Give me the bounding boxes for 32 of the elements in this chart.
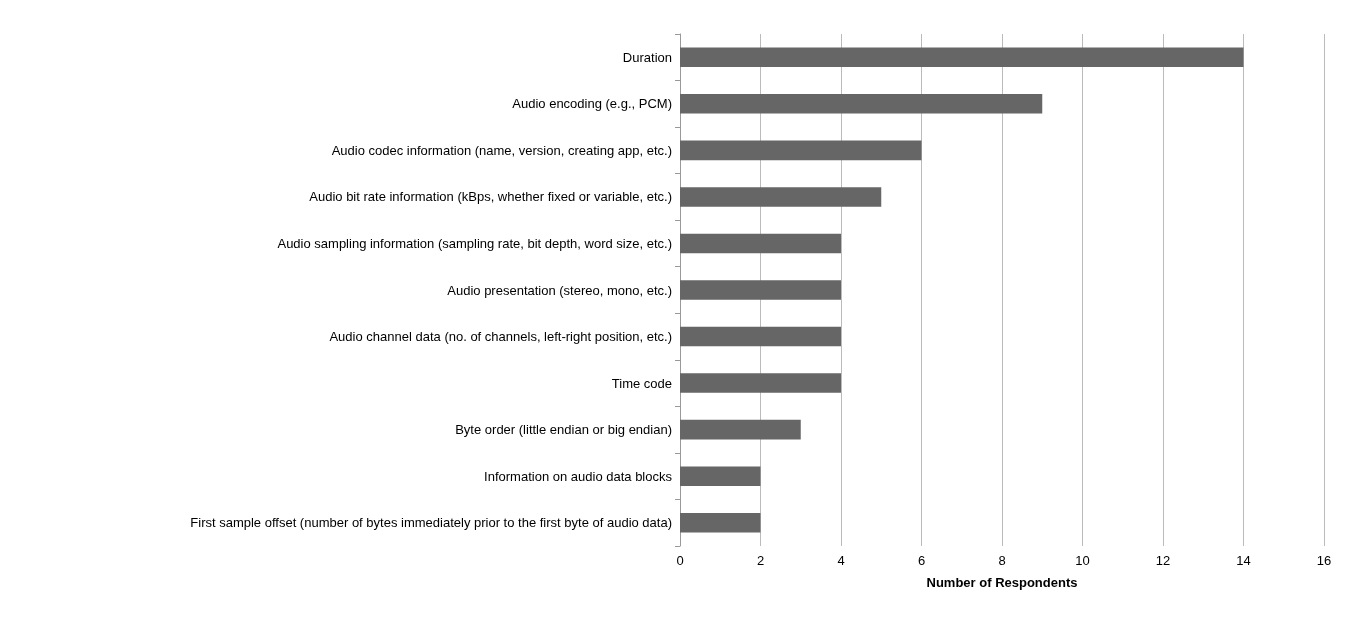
y-tick-label: Byte order (little endian or big endian) — [455, 422, 672, 438]
bar — [680, 47, 1244, 68]
bar — [680, 233, 841, 254]
x-tick-label: 6 — [917, 553, 926, 568]
bar — [680, 419, 801, 440]
y-tick-label: Audio channel data (no. of channels, left-right position, etc.) — [329, 329, 672, 345]
bar — [680, 94, 1043, 114]
x-tick-label: 12 — [1155, 553, 1171, 568]
y-tick-label: Audio codec information (name, version, creating app, etc.) — [331, 142, 672, 158]
bar — [680, 466, 761, 486]
x-tick-label: 8 — [998, 553, 1006, 568]
y-tick-label: First sample offset (number of bytes immediately prior to the first byte of audio data) — [190, 515, 672, 531]
bar — [680, 187, 882, 207]
x-tick-label: 10 — [1075, 553, 1090, 568]
bar — [680, 373, 841, 393]
bar — [680, 140, 922, 161]
y-tick-label: Audio sampling information (sampling rate, bit depth, word size, etc.) — [277, 235, 672, 251]
y-tick-label: Duration — [622, 49, 672, 65]
bar — [680, 280, 841, 300]
y-tick-label: Information on audio data blocks — [484, 468, 673, 484]
x-tick-label: 0 — [676, 553, 684, 568]
bar — [680, 512, 761, 533]
y-tick-label: Time code — [611, 375, 672, 391]
x-tick-label: 2 — [756, 553, 765, 568]
y-tick-label: Audio bit rate information (kBps, whether fixed or variable, etc.) — [309, 189, 672, 205]
x-tick-label: 14 — [1236, 553, 1251, 568]
x-tick-label: 4 — [837, 553, 845, 568]
x-tick-label: 16 — [1316, 553, 1332, 568]
bar — [680, 326, 841, 347]
x-axis-title: Number of Respondents — [926, 575, 1078, 590]
y-tick-label: Audio presentation (stereo, mono, etc.) — [447, 282, 672, 298]
y-tick-label: Audio encoding (e.g., PCM) — [512, 96, 672, 112]
